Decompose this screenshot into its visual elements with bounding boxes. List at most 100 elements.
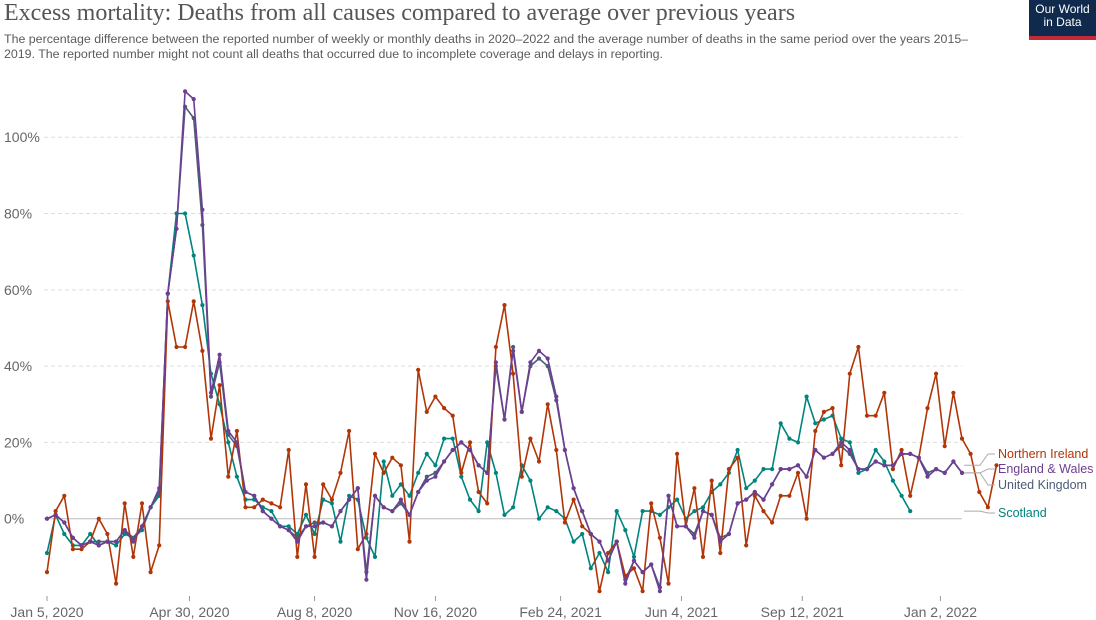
- data-point: [899, 493, 904, 498]
- data-point: [62, 520, 67, 525]
- data-point: [864, 413, 870, 418]
- data-point: [347, 493, 352, 498]
- data-point: [804, 516, 809, 521]
- data-point: [890, 478, 896, 483]
- data-point: [735, 501, 740, 506]
- data-point: [381, 505, 386, 510]
- data-point: [183, 89, 188, 94]
- data-point: [433, 474, 438, 479]
- data-point: [105, 539, 110, 544]
- data-point: [545, 402, 550, 407]
- data-point: [122, 531, 127, 537]
- data-point: [908, 493, 913, 498]
- data-point: [752, 478, 757, 483]
- data-point: [191, 299, 196, 304]
- data-point: [752, 489, 757, 495]
- data-point: [312, 524, 317, 529]
- data-point: [623, 528, 628, 533]
- data-point: [208, 390, 214, 395]
- data-point: [666, 493, 671, 498]
- data-point: [450, 447, 455, 453]
- data-point: [744, 543, 749, 548]
- data-point: [934, 371, 939, 376]
- data-point: [226, 474, 231, 479]
- data-point: [416, 367, 421, 372]
- legend-connector: [964, 453, 995, 466]
- data-point: [908, 451, 913, 456]
- data-point: [493, 470, 498, 475]
- data-point: [770, 482, 775, 487]
- data-point: [752, 493, 757, 498]
- data-point: [424, 478, 429, 483]
- data-point: [795, 463, 801, 468]
- data-point: [882, 390, 887, 395]
- data-point: [571, 497, 576, 502]
- data-point: [295, 539, 300, 544]
- data-point: [96, 539, 101, 544]
- data-point: [761, 497, 766, 502]
- data-point: [114, 539, 119, 544]
- x-tick-label: Nov 16, 2020: [394, 604, 477, 620]
- data-point: [390, 455, 395, 460]
- legend-connector: [964, 472, 995, 486]
- data-point: [726, 467, 732, 472]
- data-point: [873, 459, 878, 464]
- data-point: [88, 531, 93, 537]
- data-point: [545, 505, 550, 510]
- data-point: [226, 432, 231, 437]
- data-point: [744, 486, 749, 491]
- data-point: [692, 486, 697, 491]
- data-point: [295, 554, 300, 560]
- data-point: [787, 493, 792, 498]
- data-point: [165, 291, 170, 296]
- logo-line-1: Our World: [1035, 2, 1090, 16]
- data-point: [804, 474, 809, 479]
- data-point: [467, 497, 473, 502]
- data-point: [321, 520, 326, 525]
- data-point: [597, 539, 602, 544]
- data-point: [985, 505, 991, 510]
- data-point: [761, 509, 766, 514]
- data-point: [390, 493, 395, 498]
- data-point: [856, 470, 861, 475]
- data-point: [502, 512, 507, 518]
- logo-line-2: in Data: [1043, 15, 1082, 29]
- data-point: [795, 440, 801, 445]
- data-point: [131, 554, 136, 560]
- data-point: [234, 474, 239, 479]
- data-point: [105, 531, 110, 537]
- data-point: [821, 409, 827, 414]
- data-point: [571, 486, 576, 491]
- data-point: [528, 436, 533, 441]
- data-point: [416, 489, 421, 495]
- data-point: [830, 406, 835, 411]
- data-point: [536, 348, 542, 353]
- x-tick-label: Feb 24, 2021: [519, 604, 602, 620]
- data-point: [597, 589, 602, 594]
- data-point: [303, 482, 309, 487]
- series-label: Scotland: [998, 506, 1047, 520]
- data-point: [407, 512, 412, 518]
- data-point: [312, 520, 317, 525]
- data-point: [709, 478, 714, 483]
- data-point: [286, 528, 291, 533]
- y-tick-label: 60%: [4, 282, 32, 298]
- data-point: [554, 447, 559, 453]
- data-point: [959, 436, 965, 441]
- owid-logo[interactable]: Our World in Data: [1029, 0, 1096, 40]
- data-point: [864, 467, 870, 472]
- data-point: [778, 467, 783, 472]
- data-point: [407, 493, 412, 498]
- data-point: [114, 543, 119, 548]
- data-point: [321, 482, 326, 487]
- data-point: [278, 505, 283, 510]
- y-tick-label: 100%: [4, 129, 40, 145]
- data-point: [139, 524, 145, 529]
- data-point: [631, 558, 637, 563]
- data-point: [994, 463, 999, 468]
- data-point: [226, 440, 231, 445]
- data-point: [407, 539, 412, 544]
- legend-connector: [964, 468, 995, 474]
- data-point: [329, 524, 334, 529]
- data-point: [191, 97, 196, 102]
